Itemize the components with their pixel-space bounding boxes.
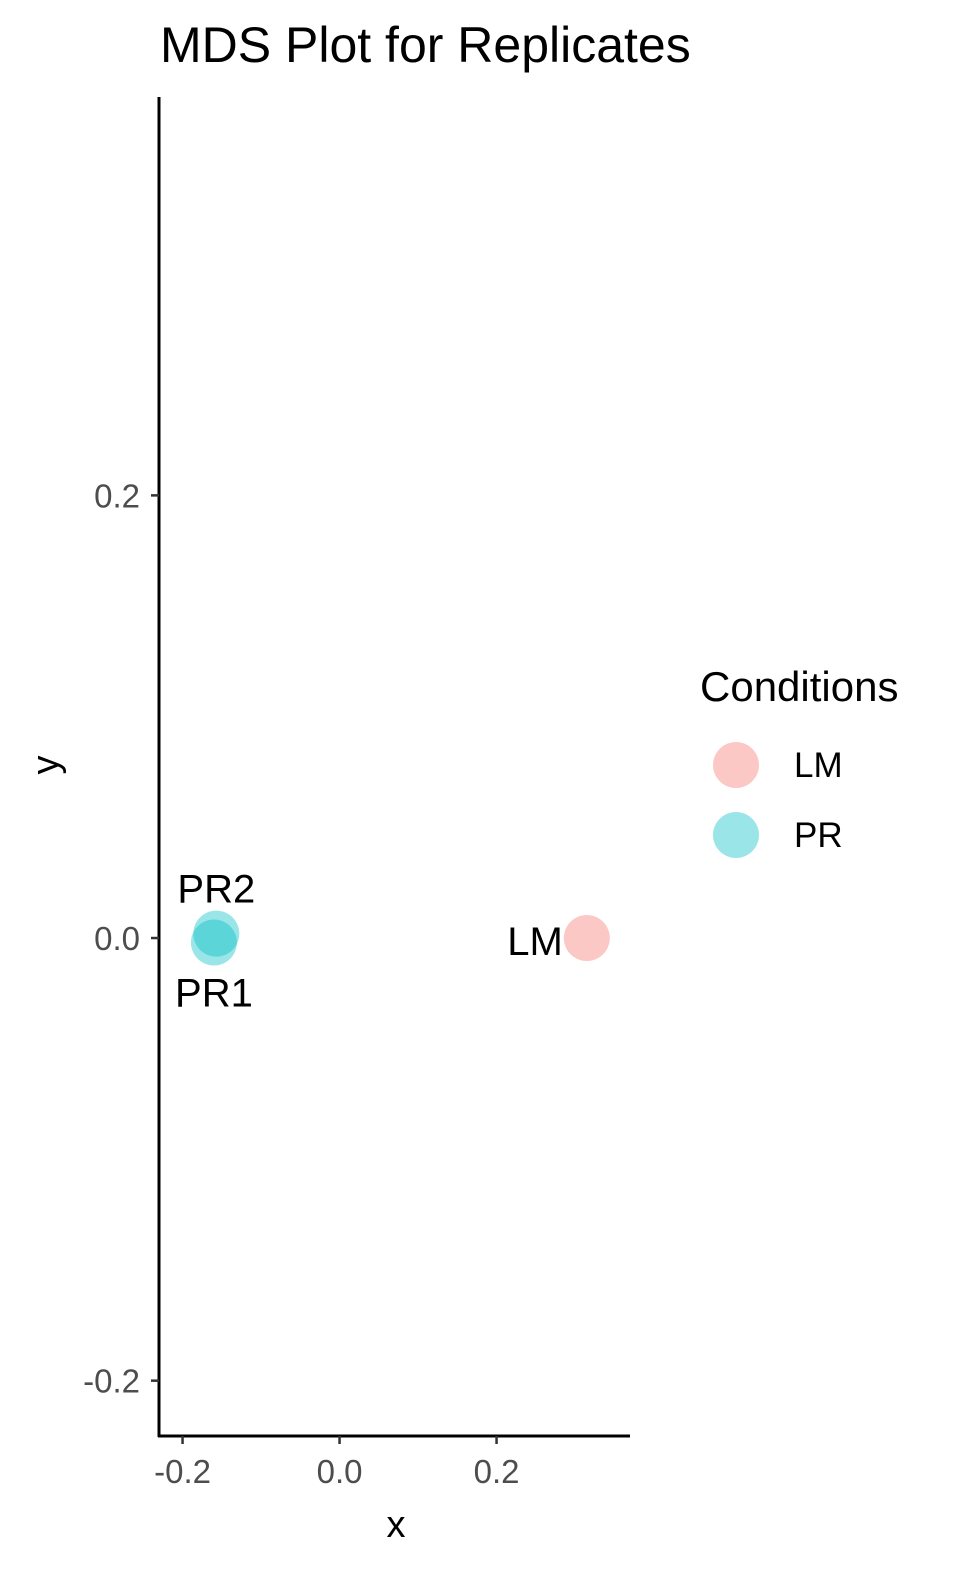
legend-title: Conditions — [700, 663, 898, 710]
point-label-pr2: PR2 — [177, 868, 255, 912]
x-tick-label: -0.2 — [154, 1453, 211, 1490]
data-point-pr2 — [193, 910, 240, 957]
legend-entries: LM PR — [713, 742, 843, 858]
point-label-lm: LM — [507, 920, 563, 964]
data-point-lm — [563, 915, 610, 962]
point-label-pr1: PR1 — [175, 971, 253, 1015]
data-points — [190, 910, 610, 966]
y-axis-title: y — [25, 756, 67, 775]
legend-label-lm: LM — [794, 746, 843, 785]
x-tick-label: 0.0 — [317, 1453, 363, 1490]
legend-key-lm — [713, 742, 759, 788]
y-ticks: -0.2 0.0 0.2 — [83, 477, 159, 1400]
axes — [157, 97, 630, 1438]
legend-key-pr — [713, 812, 759, 858]
point-labels: PR1 PR2 LM — [175, 868, 563, 1016]
y-tick-label: -0.2 — [83, 1363, 140, 1400]
legend-label-pr: PR — [794, 816, 843, 855]
data-point-pr1 — [190, 919, 237, 966]
x-axis-title: x — [387, 1504, 406, 1546]
y-tick-label: 0.2 — [94, 477, 140, 514]
legend: Conditions LM PR — [700, 663, 898, 858]
y-tick-label: 0.0 — [94, 920, 140, 957]
x-tick-label: 0.2 — [474, 1453, 520, 1490]
chart-title: MDS Plot for Replicates — [160, 17, 691, 73]
x-ticks: -0.2 0.0 0.2 — [154, 1436, 519, 1490]
